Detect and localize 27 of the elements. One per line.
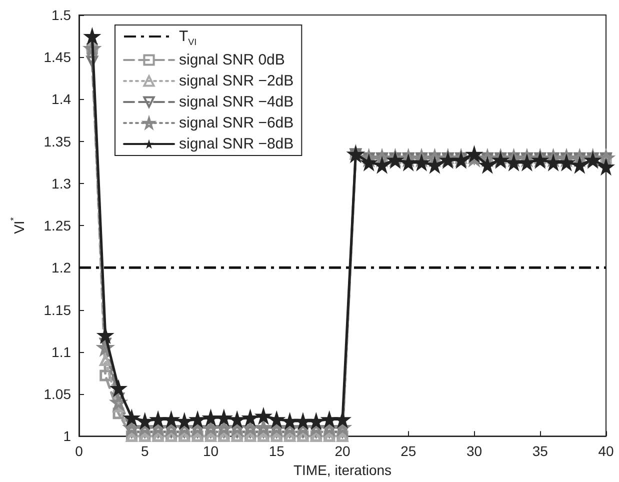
x-tick-label: 10 xyxy=(202,443,219,460)
legend-label: signal SNR −2dB xyxy=(179,72,294,90)
y-axis-title: VI* xyxy=(8,216,27,234)
x-tick-label: 5 xyxy=(140,443,149,460)
x-tick-label: 0 xyxy=(75,443,84,460)
legend-label: signal SNR −8dB xyxy=(179,136,294,152)
legend-label: signal SNR 0dB xyxy=(179,52,285,68)
legend-label: signal SNR −4dB xyxy=(179,94,294,110)
y-tick-label: 1.45 xyxy=(44,49,72,66)
y-tick-label: 1.2 xyxy=(52,260,72,276)
y-tick-label: 1.05 xyxy=(44,386,72,402)
x-tick-label: 35 xyxy=(532,443,548,460)
legend-label: signal SNR −6dB xyxy=(179,114,294,132)
x-axis-title: TIME, iterations xyxy=(293,462,392,478)
x-tick-label: 15 xyxy=(268,443,285,460)
y-tick-label: 1.3 xyxy=(52,175,72,192)
y-tick-label: 1.15 xyxy=(44,302,72,318)
y-tick-label: 1.25 xyxy=(44,218,72,234)
x-tick-label: 20 xyxy=(334,443,350,460)
y-tick-label: 1.5 xyxy=(52,7,72,23)
y-tick-label: 1 xyxy=(63,428,72,444)
x-tick-label: 25 xyxy=(400,443,416,460)
y-tick-label: 1.1 xyxy=(52,344,72,360)
y-tick-label: 1.35 xyxy=(44,133,72,150)
y-tick-label: 1.4 xyxy=(52,91,72,108)
x-tick-label: 40 xyxy=(598,443,614,460)
x-tick-label: 30 xyxy=(466,443,482,460)
